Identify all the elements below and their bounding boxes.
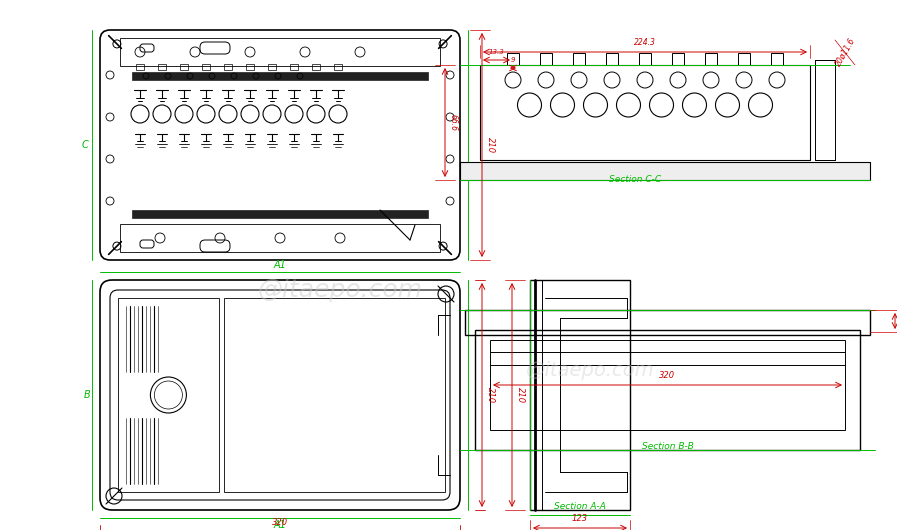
Text: B: B: [83, 390, 90, 400]
Bar: [120, 38, 440, 66]
Bar: [530, 280, 630, 510]
Bar: [132, 210, 428, 218]
Bar: [639, 53, 651, 65]
Bar: [606, 53, 618, 65]
Text: Section B-B: Section B-B: [641, 442, 693, 451]
Bar: [202, 64, 210, 70]
Bar: [815, 60, 835, 160]
Bar: [738, 53, 750, 65]
Bar: [507, 53, 519, 65]
Text: A1: A1: [274, 260, 286, 270]
Text: 123: 123: [572, 514, 588, 523]
Bar: [118, 298, 219, 492]
Bar: [158, 64, 166, 70]
Bar: [136, 64, 144, 70]
Text: A1: A1: [274, 520, 286, 530]
Text: 320: 320: [272, 518, 288, 527]
Text: 66.6: 66.6: [449, 114, 458, 131]
Bar: [705, 53, 717, 65]
Text: 224.3: 224.3: [634, 38, 656, 47]
Text: 13.3: 13.3: [489, 49, 504, 55]
Bar: [540, 53, 552, 65]
Text: 210: 210: [516, 387, 525, 403]
Bar: [246, 64, 254, 70]
Bar: [334, 64, 342, 70]
Text: Section A-A: Section A-A: [554, 502, 606, 511]
Bar: [312, 64, 320, 70]
Bar: [224, 64, 232, 70]
Bar: [465, 310, 870, 335]
Bar: [132, 72, 428, 80]
Text: 320: 320: [659, 371, 675, 380]
Bar: [223, 298, 445, 492]
Text: 210: 210: [486, 137, 495, 153]
Bar: [460, 162, 870, 180]
Bar: [475, 330, 860, 450]
Bar: [268, 64, 276, 70]
Bar: [120, 224, 440, 252]
Bar: [480, 65, 810, 160]
Text: C: C: [82, 140, 88, 150]
Text: @itaepo.com: @itaepo.com: [526, 360, 654, 379]
Text: Section C-C: Section C-C: [609, 175, 661, 184]
Text: @itaepo.com: @itaepo.com: [257, 278, 422, 302]
Text: 210: 210: [486, 387, 495, 403]
Bar: [672, 53, 684, 65]
Bar: [290, 64, 298, 70]
Text: 9: 9: [510, 57, 515, 63]
Text: 20ø11.6: 20ø11.6: [833, 36, 857, 68]
Bar: [490, 340, 845, 430]
Bar: [180, 64, 188, 70]
Bar: [573, 53, 585, 65]
Bar: [771, 53, 783, 65]
